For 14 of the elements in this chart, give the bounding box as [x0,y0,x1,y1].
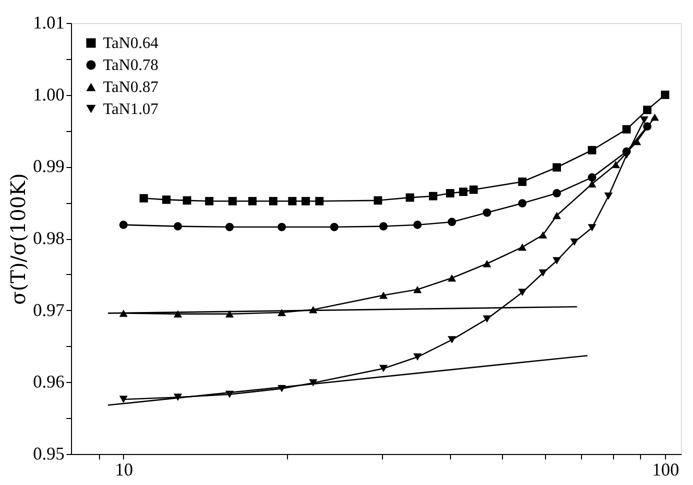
legend-label: TaN0.64 [103,35,158,52]
y-tick-label: 0.97 [33,300,64,320]
x-tick-label: 100 [652,460,680,480]
y-tick-label: 1.00 [33,84,64,104]
y-axis-title: σ(T)/σ(100K) [6,173,30,305]
y-tick-label: 1.01 [33,12,64,32]
legend-label: TaN0.87 [103,79,158,96]
legend-label: TaN1.07 [103,101,158,118]
y-tick-label: 0.99 [33,156,64,176]
y-tick-label: 0.95 [33,444,64,464]
y-tick-label: 0.96 [33,372,64,392]
x-tick-label: 10 [114,460,133,480]
y-tick-label: 0.98 [33,228,64,248]
legend-label: TaN0.78 [103,57,158,74]
